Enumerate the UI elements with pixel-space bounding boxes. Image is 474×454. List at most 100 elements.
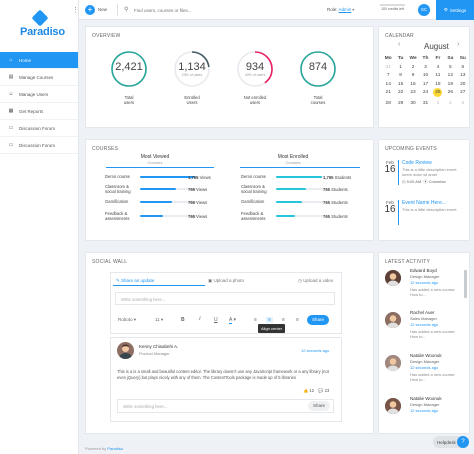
course-name[interactable]: Demo course xyxy=(241,174,266,179)
calendar-day[interactable]: 2 xyxy=(444,101,456,106)
post-author-avatar[interactable] xyxy=(117,342,134,359)
sidebar-item-get-reports[interactable]: ▦ Get Reports xyxy=(0,103,78,120)
calendar-day[interactable]: 5 xyxy=(444,65,456,70)
settings-button[interactable]: ⚙ Settings xyxy=(436,0,474,20)
calendar-day[interactable]: 1 xyxy=(394,65,406,70)
event-title[interactable]: Event Name Here... xyxy=(402,200,446,206)
calendar-day[interactable]: 3 xyxy=(419,65,431,70)
calendar-day[interactable]: 12 xyxy=(444,73,456,78)
more-vertical-icon[interactable]: ⋮ xyxy=(72,7,79,14)
prev-month-icon[interactable]: ‹ xyxy=(398,41,401,48)
sidebar-item-manage-users[interactable]: ☺ Manage Users xyxy=(0,86,78,103)
align-justify-icon[interactable]: ≡ xyxy=(296,317,299,323)
chevron-down-icon[interactable]: ▾ xyxy=(352,7,355,12)
course-name[interactable]: Demo course xyxy=(105,174,130,179)
footer-brand[interactable]: Paradiso xyxy=(107,446,124,451)
like-icon[interactable]: 👍 xyxy=(303,388,309,393)
new-label[interactable]: New xyxy=(98,7,108,12)
underline-icon[interactable]: U xyxy=(214,317,218,323)
activity-name[interactable]: Natalie Woonuk xyxy=(410,353,442,358)
calendar-day[interactable]: 30 xyxy=(407,101,419,106)
sidebar-item-discussion-forum[interactable]: ▭ Discussion Forum xyxy=(0,120,78,137)
font-size-select[interactable]: 11 ▾ xyxy=(155,317,164,322)
course-name[interactable]: Gamification xyxy=(241,199,265,204)
calendar-day[interactable]: 17 xyxy=(419,82,431,87)
calendar-day[interactable]: 10 xyxy=(419,73,431,78)
course-name[interactable]: Feedback & assessments xyxy=(105,211,130,221)
tab-upload-video[interactable]: ◷ Upload a video xyxy=(298,278,334,283)
event-description: This is a little description event xyxy=(402,207,457,212)
calendar-day[interactable]: 28 xyxy=(382,101,394,106)
tab-share-update[interactable]: ✎ Share an update xyxy=(116,278,155,283)
brand-logo[interactable]: Paradiso xyxy=(20,9,65,38)
comment-share-button[interactable]: Share xyxy=(308,401,330,411)
calendar-day[interactable]: 11 xyxy=(432,73,444,78)
calendar-day[interactable]: 2 xyxy=(407,65,419,70)
font-family-select[interactable]: Roboto ▾ xyxy=(118,317,137,322)
course-name[interactable]: Classroom & social training xyxy=(105,184,131,194)
calendar-day[interactable]: 14 xyxy=(382,82,394,87)
calendar-day[interactable]: 16 xyxy=(407,82,419,87)
user-avatar[interactable]: SC xyxy=(418,4,430,16)
helpdesk-button[interactable]: Helpdesk ? xyxy=(433,436,469,448)
role-selector[interactable]: Role: Admin▾ xyxy=(327,7,354,12)
tab-upload-photo[interactable]: ▣ Upload a photo xyxy=(208,278,245,283)
calendar-day[interactable]: 23 xyxy=(407,90,419,97)
calendar-day[interactable]: 31 xyxy=(382,65,394,70)
calendar-day[interactable]: 20 xyxy=(457,82,469,87)
calendar-day[interactable]: 18 xyxy=(432,82,444,87)
activity-name[interactable]: Natalie Woonuk xyxy=(410,396,442,401)
comment-input[interactable]: Write something here... xyxy=(117,399,334,413)
course-bar xyxy=(140,215,164,217)
align-center-icon[interactable]: ≡ xyxy=(266,317,273,323)
calendar-day[interactable]: 4 xyxy=(432,65,444,70)
activity-avatar[interactable] xyxy=(385,398,401,414)
calendar-day[interactable]: 1 xyxy=(432,101,444,106)
activity-name[interactable]: Rachel Auer xyxy=(410,310,435,315)
post-author-name[interactable]: Kenny Chisabehi A. xyxy=(139,344,179,349)
calendar-day[interactable]: 22 xyxy=(394,90,406,97)
calendar-day[interactable]: 25 xyxy=(432,88,444,97)
event-title[interactable]: Code Review xyxy=(402,160,432,166)
course-name[interactable]: Gamification xyxy=(105,199,129,204)
text-color-icon[interactable]: A ▾ xyxy=(229,317,236,324)
sidebar-item-home[interactable]: ⌂ Home xyxy=(0,52,78,69)
activity-name[interactable]: Edward Boyd xyxy=(410,268,437,273)
activity-time: 12 seconds ago xyxy=(410,280,439,285)
bold-icon[interactable]: B xyxy=(181,317,185,323)
activity-avatar[interactable] xyxy=(385,355,401,371)
calendar-day[interactable]: 31 xyxy=(419,101,431,106)
calendar-day[interactable]: 7 xyxy=(382,73,394,78)
course-name[interactable]: Feedback & assessments xyxy=(241,211,266,221)
calendar-day[interactable]: 19 xyxy=(444,82,456,87)
course-name[interactable]: Classroom & social training xyxy=(241,184,267,194)
calendar-day[interactable]: 26 xyxy=(444,90,456,97)
calendar-day[interactable]: 8 xyxy=(394,73,406,78)
calendar-day[interactable]: 24 xyxy=(419,90,431,97)
activity-avatar[interactable] xyxy=(385,312,401,328)
activity-scrollbar[interactable] xyxy=(464,270,467,298)
calendar-day[interactable]: 21 xyxy=(382,90,394,97)
calendar-day[interactable]: 13 xyxy=(457,73,469,78)
update-input[interactable]: Write something here... xyxy=(115,292,335,305)
comment-icon[interactable]: 💬 xyxy=(318,388,324,393)
next-month-icon[interactable]: › xyxy=(457,41,460,48)
calendar-day[interactable]: 15 xyxy=(394,82,406,87)
sidebar-item-discussion-forum[interactable]: ▭ Discussion Forum xyxy=(0,137,78,154)
calendar-day[interactable]: 9 xyxy=(407,73,419,78)
share-button[interactable]: Share xyxy=(307,315,329,325)
activity-avatar[interactable] xyxy=(385,270,401,286)
calendar-day[interactable]: 27 xyxy=(457,90,469,97)
new-button[interactable]: + xyxy=(85,5,95,15)
align-left-icon[interactable]: ≡ xyxy=(254,317,257,323)
calendar-day[interactable]: 29 xyxy=(394,101,406,106)
role-value[interactable]: Admin xyxy=(338,7,352,12)
search-icon[interactable]: ⚲ xyxy=(124,7,129,13)
italic-icon[interactable]: I xyxy=(199,317,201,322)
calendar-day[interactable]: 3 xyxy=(457,101,469,106)
search-input[interactable] xyxy=(134,6,294,14)
align-right-icon[interactable]: ≡ xyxy=(282,317,285,323)
calendar-day[interactable]: 6 xyxy=(457,65,469,70)
sidebar-item-manage-courses[interactable]: ▤ Manage Courses xyxy=(0,69,78,86)
calendar-day-number: 5 xyxy=(449,64,452,70)
